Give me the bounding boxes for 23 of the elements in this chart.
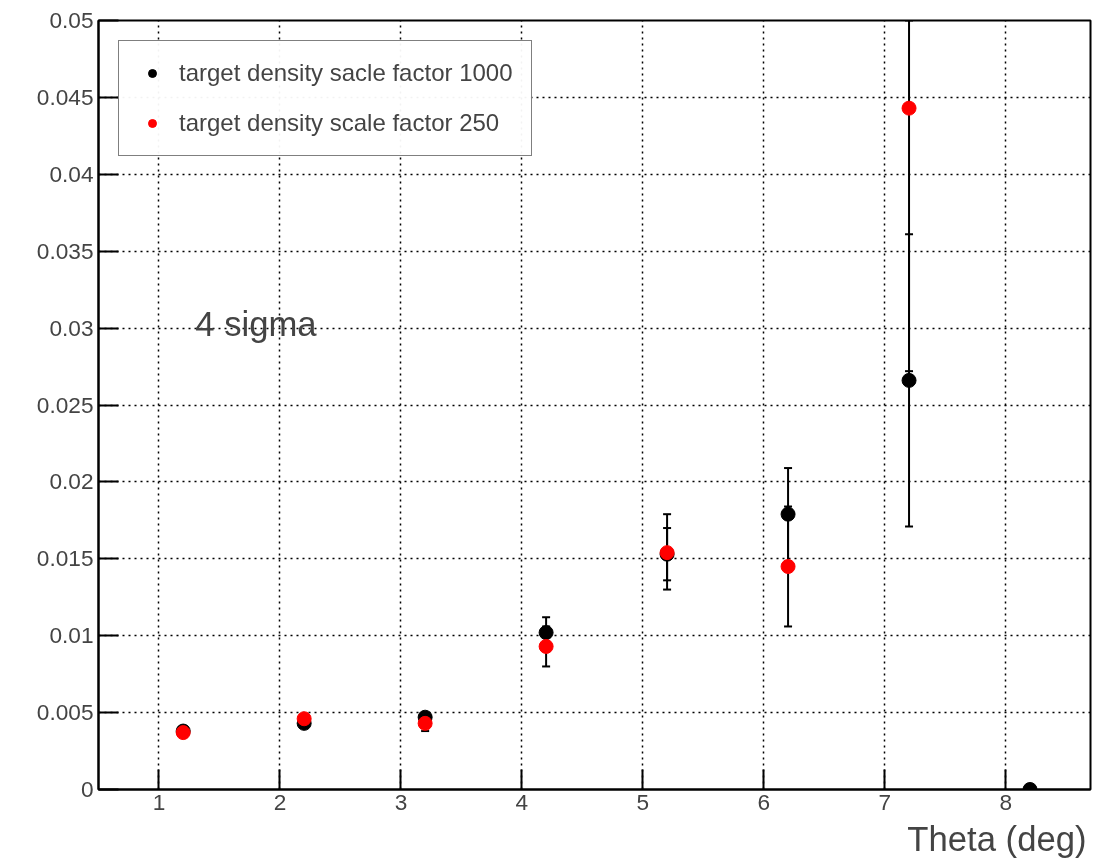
y-tick-label: 0.03 xyxy=(49,314,94,341)
x-tick-label: 2 xyxy=(273,788,287,815)
x-tick-label: 8 xyxy=(999,788,1013,815)
y-tick-label: 0.04 xyxy=(49,160,94,187)
y-tick-label: 0.02 xyxy=(49,468,94,495)
y-tick-label: 0.045 xyxy=(36,83,94,110)
y-tick-label: 0.005 xyxy=(36,699,94,726)
y-tick-label: 0.035 xyxy=(36,237,94,264)
x-tick-label: 5 xyxy=(636,788,650,815)
x-tick-label: 7 xyxy=(878,788,892,815)
legend-label: target density sacle factor 1000 xyxy=(179,59,513,87)
y-tick-label: 0 xyxy=(80,776,94,802)
y-tick-label: 0.015 xyxy=(36,545,94,572)
y-tick-label: 0.01 xyxy=(49,622,94,649)
annotation: 4 sigma xyxy=(195,305,318,344)
x-tick-label: 6 xyxy=(757,788,771,815)
x-axis-title: Theta (deg) xyxy=(907,819,1087,858)
x-tick-label: 1 xyxy=(152,788,166,815)
x-tick-label: 3 xyxy=(394,788,408,815)
y-tick-label: 0.025 xyxy=(36,391,94,418)
y-tick-label: 0.05 xyxy=(49,7,94,33)
legend-label: target density scale factor 250 xyxy=(179,109,500,137)
x-tick-label: 4 xyxy=(515,788,529,815)
